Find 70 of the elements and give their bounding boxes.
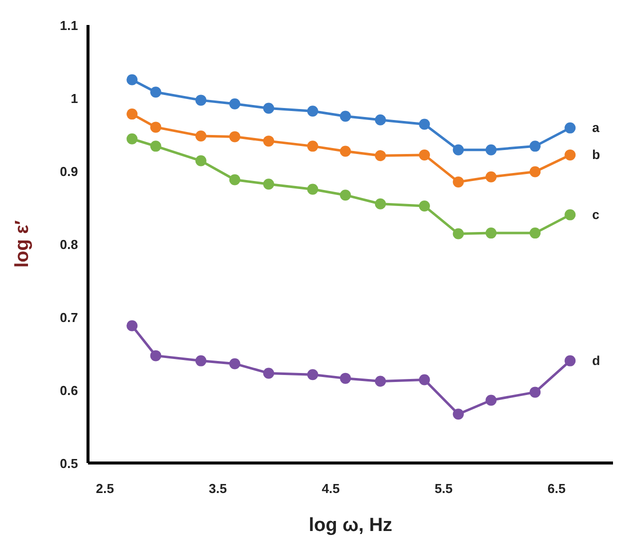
point xyxy=(263,178,274,190)
point xyxy=(374,150,386,162)
point xyxy=(418,200,430,212)
point xyxy=(195,130,206,142)
point xyxy=(195,94,206,106)
point xyxy=(229,358,240,370)
point xyxy=(530,228,541,239)
series-label: a xyxy=(592,120,600,135)
x-tick-label: 6.5 xyxy=(548,481,566,496)
point xyxy=(340,190,351,201)
point xyxy=(418,374,430,386)
series-label: c xyxy=(592,206,600,222)
point xyxy=(150,140,162,152)
point xyxy=(340,372,351,384)
point xyxy=(340,146,351,157)
y-tick-label: 0.9 xyxy=(60,164,78,179)
x-tick-label: 3.5 xyxy=(208,481,227,496)
point xyxy=(486,394,497,406)
y-tick-label: 0.8 xyxy=(60,237,78,252)
point xyxy=(126,320,138,332)
x-tick-label: 2.5 xyxy=(96,481,114,496)
point xyxy=(229,174,240,186)
point xyxy=(452,408,464,420)
point xyxy=(229,98,240,110)
point xyxy=(564,355,576,366)
point xyxy=(307,369,318,380)
point xyxy=(486,144,497,156)
point xyxy=(307,106,318,117)
point xyxy=(486,171,497,182)
point xyxy=(263,102,274,114)
y-axis-title: log ε′ xyxy=(12,220,33,268)
point xyxy=(126,108,138,120)
point xyxy=(564,149,576,160)
point xyxy=(564,209,576,220)
point xyxy=(195,155,206,166)
series-label: d xyxy=(592,352,600,368)
x-tick-label: 5.5 xyxy=(434,481,453,496)
point xyxy=(530,166,541,178)
point xyxy=(452,176,464,188)
point xyxy=(229,131,240,142)
point xyxy=(374,114,386,126)
point xyxy=(263,136,274,147)
point xyxy=(530,386,541,398)
point xyxy=(452,144,464,156)
x-tick-label: 4.5 xyxy=(322,481,340,496)
point xyxy=(374,376,386,387)
point xyxy=(374,198,386,210)
point xyxy=(486,228,497,239)
point xyxy=(307,184,318,195)
point xyxy=(195,355,206,366)
point xyxy=(307,140,318,152)
series-label: b xyxy=(592,146,600,162)
point xyxy=(126,133,138,144)
x-axis-title: log ω, Hz xyxy=(308,515,392,536)
point xyxy=(263,368,274,379)
y-tick-label: 0.6 xyxy=(60,383,78,398)
point xyxy=(418,118,430,130)
point xyxy=(530,140,541,152)
point xyxy=(150,122,162,133)
point xyxy=(418,149,430,160)
point xyxy=(150,86,162,98)
y-tick-label: 0.5 xyxy=(60,456,78,471)
point xyxy=(340,110,351,122)
point xyxy=(126,74,138,86)
y-tick-label: 1.1 xyxy=(60,18,78,33)
point xyxy=(452,228,464,240)
y-tick-label: 0.7 xyxy=(60,310,78,325)
y-tick-label: 1 xyxy=(70,91,78,106)
point xyxy=(564,122,576,134)
point xyxy=(150,350,162,362)
